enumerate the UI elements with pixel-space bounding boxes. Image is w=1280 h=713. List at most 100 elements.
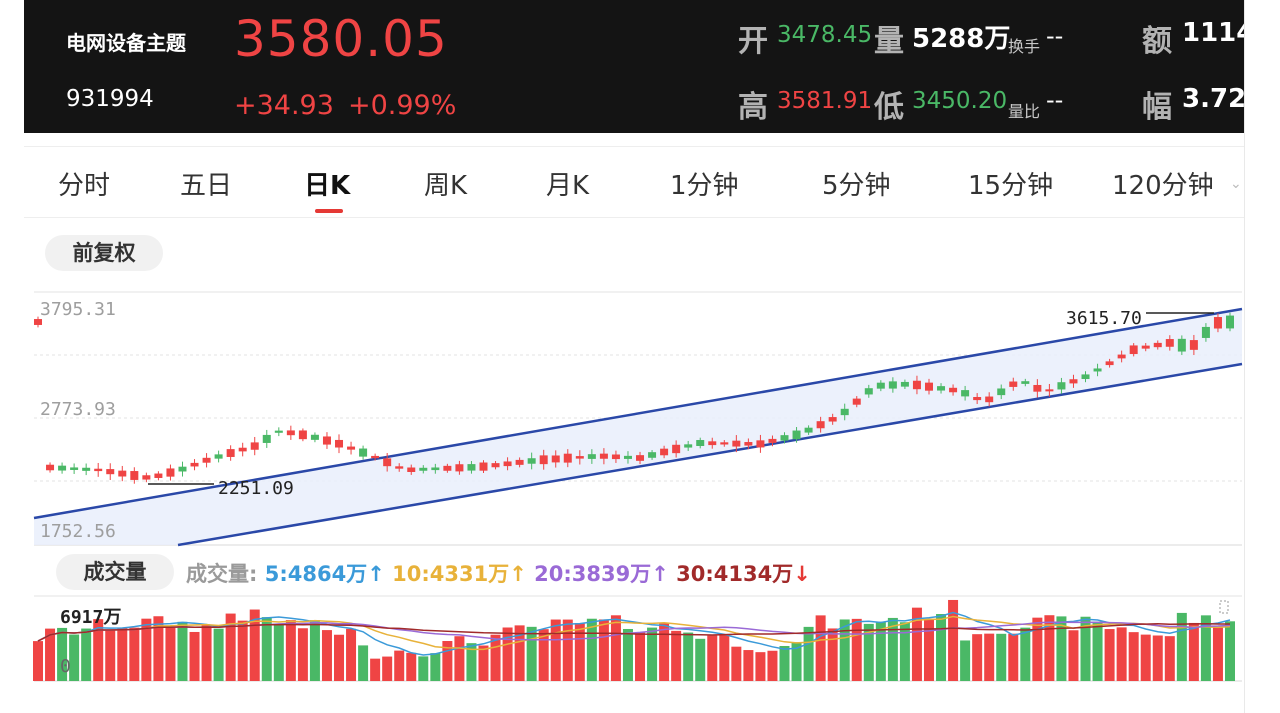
tab-monthly-k[interactable]: 月K <box>546 171 590 201</box>
volume-bar <box>610 615 621 681</box>
price-change: +34.93 <box>234 90 334 121</box>
volume-bar <box>454 636 465 681</box>
candle-body <box>118 470 127 477</box>
price-change-pct: +0.99% <box>348 90 457 121</box>
candle-body <box>347 446 356 450</box>
candle-body <box>997 388 1006 396</box>
active-tab-indicator <box>315 209 343 213</box>
candle-body <box>949 387 958 393</box>
volume-bar <box>767 650 778 681</box>
candle-body <box>130 471 139 480</box>
volume-ratio-value: -- <box>1046 86 1064 114</box>
volume-bar <box>502 627 513 681</box>
tab-daily-k[interactable]: 日K <box>304 171 351 201</box>
last-price: 3580.05 <box>234 10 448 68</box>
volume-bar <box>707 635 718 681</box>
candle-body <box>840 408 849 416</box>
volume-bar <box>803 626 814 681</box>
volume-bar <box>57 627 68 681</box>
volume-bar <box>887 617 898 681</box>
volume-bar <box>225 613 236 681</box>
candle-body <box>828 417 837 422</box>
volume-bar <box>1056 616 1067 681</box>
volume-bar <box>213 628 224 681</box>
candle-body <box>1201 326 1210 338</box>
chevron-down-icon[interactable]: ⌄ <box>1230 176 1242 192</box>
candle-body <box>599 453 608 459</box>
volume-bar <box>189 631 200 681</box>
volume-bar <box>117 627 128 681</box>
candle-body <box>816 421 825 429</box>
trend-channel-fill <box>34 309 1242 545</box>
amount-label: 额 <box>1142 24 1172 59</box>
arrow-up-icon: ↑ <box>651 562 669 586</box>
ma5-value: 5:4864万 <box>264 562 368 586</box>
volume-bar <box>1188 622 1199 681</box>
volume-bar <box>815 615 826 681</box>
candle-body <box>1165 339 1174 347</box>
candle-body <box>973 396 982 401</box>
volume-bar <box>1068 630 1079 681</box>
candle-body <box>912 380 921 390</box>
volume-bar <box>526 626 537 681</box>
volume-bar <box>731 646 742 681</box>
candle-body <box>1153 342 1162 348</box>
candle-body <box>732 440 741 447</box>
volume-bar <box>442 640 453 681</box>
tab-intraday[interactable]: 分时 <box>58 171 111 201</box>
volume-ma30-line <box>37 622 1230 642</box>
volume-bar <box>466 643 477 681</box>
tab-1min[interactable]: 1分钟 <box>670 171 739 201</box>
volume-bar <box>1092 621 1103 681</box>
volume-bar <box>1200 615 1211 681</box>
candle-body <box>1177 338 1186 352</box>
candle-body <box>792 430 801 440</box>
candle-body <box>744 442 753 446</box>
candle-body <box>443 465 452 471</box>
candle-body <box>190 462 199 467</box>
ma10-value: 10:4331万 <box>392 562 510 586</box>
candle-body <box>937 386 946 391</box>
index-name: 电网设备主题 <box>66 31 186 55</box>
volume-bar <box>1152 635 1163 681</box>
candle-body <box>226 449 235 457</box>
open-label: 开 <box>738 24 768 59</box>
candle-body <box>1045 389 1054 392</box>
candle-body <box>178 466 187 472</box>
tab-120min[interactable]: 120分钟 <box>1112 171 1214 201</box>
low-value: 3450.20 <box>912 88 1008 114</box>
volume-bar <box>719 634 730 681</box>
candle-body <box>1189 340 1198 350</box>
volume-bar <box>297 628 308 681</box>
candle-body <box>648 452 657 458</box>
candle-body <box>467 464 476 471</box>
tab-5min[interactable]: 5分钟 <box>822 171 891 201</box>
volume-bar <box>370 658 381 681</box>
arrow-up-icon: ↑ <box>509 562 527 586</box>
volume-bar <box>1225 621 1235 681</box>
candle-body <box>551 455 560 463</box>
volume-bar <box>1140 634 1151 681</box>
candle-body <box>708 441 717 446</box>
volume-bar <box>81 628 92 681</box>
adjust-mode-button[interactable]: 前复权 <box>45 235 163 271</box>
volume-bar <box>1008 633 1019 681</box>
candle-body <box>876 382 885 389</box>
volume-bar <box>430 653 441 681</box>
high-label: 高 <box>738 90 768 125</box>
volume-bar <box>550 619 561 681</box>
tab-weekly-k[interactable]: 周K <box>424 171 468 201</box>
volume-label: 量 <box>874 24 904 59</box>
amount-value: 1114 <box>1182 18 1244 48</box>
tab-15min[interactable]: 15分钟 <box>968 171 1054 201</box>
candle-body <box>371 455 380 459</box>
amplitude-value: 3.72% <box>1182 84 1244 114</box>
volume-bar <box>177 621 188 681</box>
volume-legend-title: 成交量: <box>186 562 258 586</box>
volume-indicator-button[interactable]: 成交量 <box>56 554 174 590</box>
candle-body <box>70 467 79 470</box>
turnover-label: 换手 <box>1008 37 1041 56</box>
tab-five-day[interactable]: 五日 <box>180 171 233 201</box>
candle-body <box>623 455 632 459</box>
